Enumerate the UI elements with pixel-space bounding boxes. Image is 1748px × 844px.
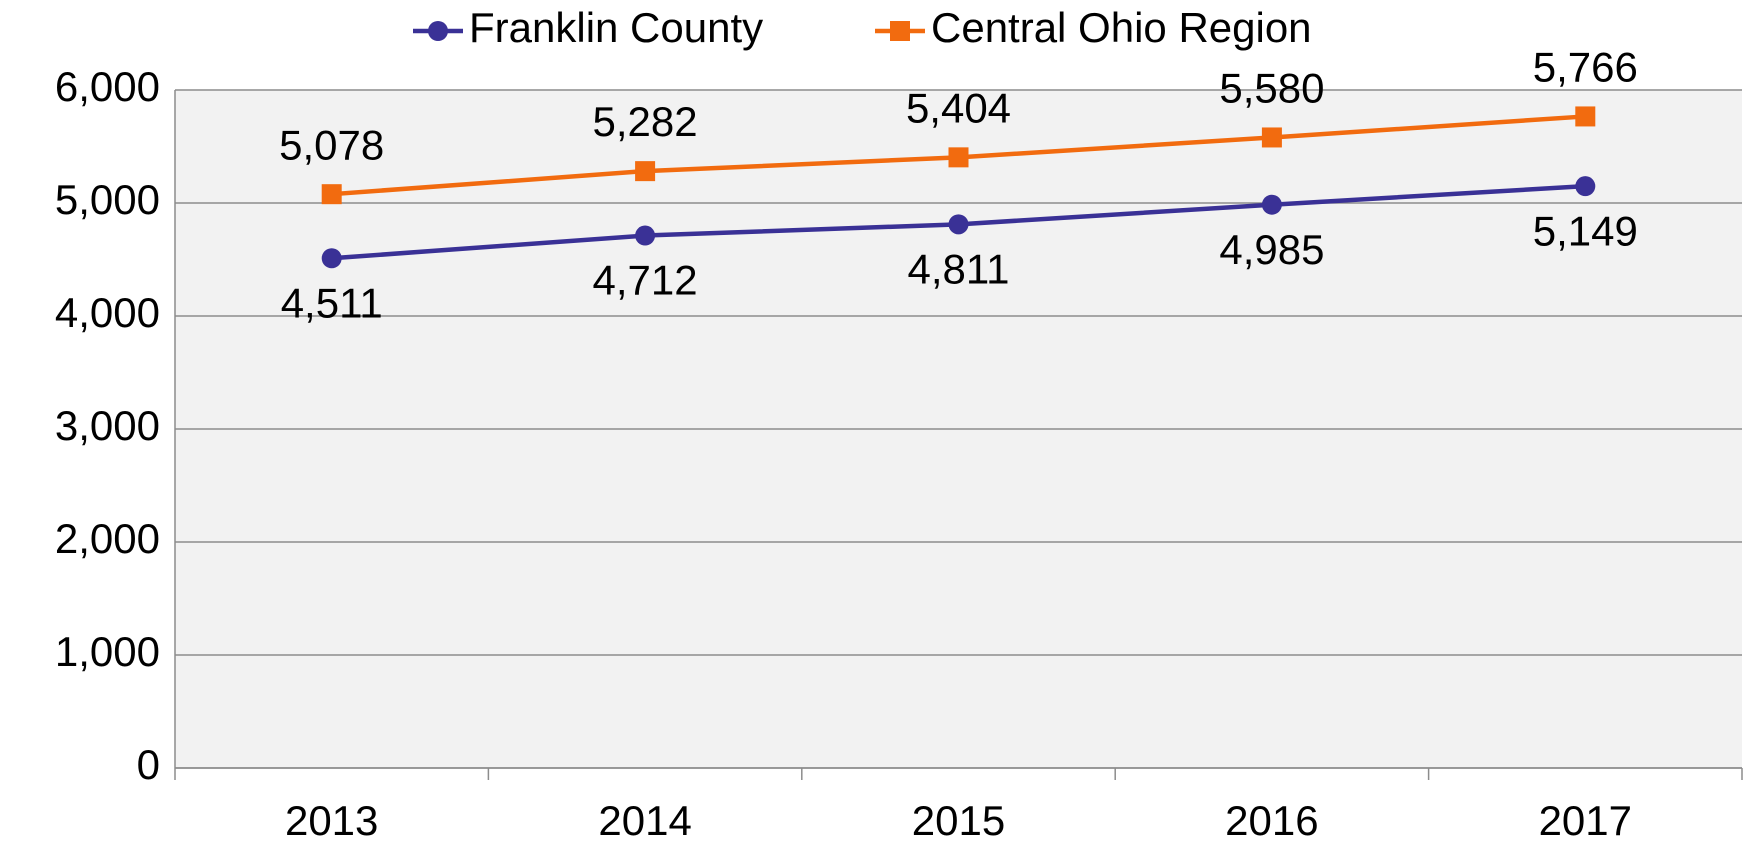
data-point bbox=[948, 147, 969, 168]
x-tick-label: 2013 bbox=[285, 797, 378, 844]
legend-marker bbox=[890, 21, 910, 41]
data-label: 4,985 bbox=[1219, 226, 1324, 273]
data-label: 5,404 bbox=[906, 84, 1011, 131]
data-label: 5,078 bbox=[279, 121, 384, 168]
data-point bbox=[321, 184, 342, 205]
y-tick-label: 3,000 bbox=[55, 402, 160, 449]
x-tick-label: 2017 bbox=[1539, 797, 1632, 844]
y-tick-label: 0 bbox=[137, 741, 160, 788]
data-point bbox=[1261, 127, 1282, 148]
legend-label: Central Ohio Region bbox=[931, 4, 1312, 51]
x-tick-label: 2014 bbox=[598, 797, 691, 844]
x-tick-label: 2015 bbox=[912, 797, 1005, 844]
data-point bbox=[1575, 176, 1596, 197]
data-point bbox=[1261, 194, 1282, 215]
y-tick-label: 2,000 bbox=[55, 515, 160, 562]
data-label: 4,712 bbox=[593, 257, 698, 304]
data-point bbox=[635, 225, 656, 246]
legend-label: Franklin County bbox=[469, 4, 763, 51]
data-point bbox=[321, 248, 342, 269]
data-point bbox=[635, 161, 656, 182]
y-tick-label: 1,000 bbox=[55, 628, 160, 675]
data-label: 4,511 bbox=[281, 279, 383, 326]
data-label: 4,811 bbox=[908, 245, 1010, 292]
x-tick-label: 2016 bbox=[1225, 797, 1318, 844]
y-tick-label: 5,000 bbox=[55, 176, 160, 223]
data-label: 5,282 bbox=[593, 98, 698, 145]
legend-marker bbox=[428, 21, 448, 41]
data-label: 5,766 bbox=[1533, 44, 1638, 91]
data-label: 5,580 bbox=[1219, 65, 1324, 112]
y-tick-label: 4,000 bbox=[55, 289, 160, 336]
y-tick-label: 6,000 bbox=[55, 63, 160, 110]
data-point bbox=[948, 214, 969, 235]
data-label: 5,149 bbox=[1533, 207, 1638, 254]
data-point bbox=[1575, 106, 1596, 127]
